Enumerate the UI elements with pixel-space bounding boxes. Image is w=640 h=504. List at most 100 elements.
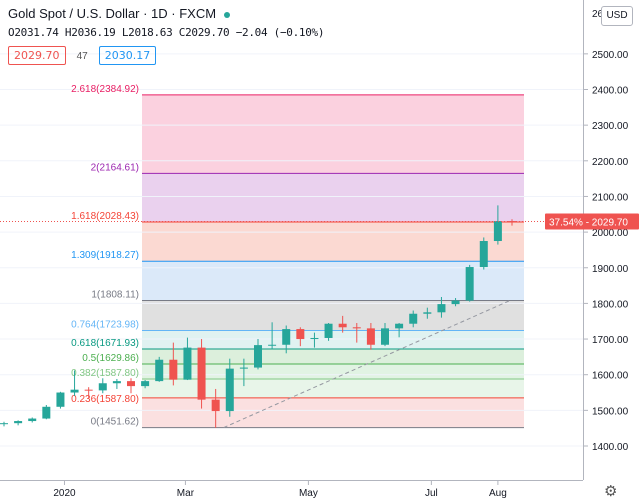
fib-band [142,397,524,428]
candle-body [465,267,474,301]
candles [0,205,516,428]
candle-body [508,221,516,223]
candle-body [409,313,418,324]
candle [395,323,404,338]
low-value: L2018.63 [121,26,173,39]
fib-band [142,349,524,365]
candle [127,378,135,394]
symbol-header[interactable]: Gold Spot / U.S. Dollar · 1D · FXCM [8,6,231,21]
candle [423,307,432,319]
candle [324,323,333,341]
ohlc-readout: O2031.74 H2036.19 L2018.63 C2029.70 −2.0… [8,26,325,39]
candle-body [211,399,220,412]
candle [28,417,37,423]
fib-band [142,94,524,174]
candle-body [42,406,51,419]
candle-body [451,300,460,305]
candle-body [98,383,107,391]
candle [338,315,347,333]
buy-button[interactable]: 2030.17 [98,46,157,65]
fib-label: 1.618(2028.43) [71,211,139,222]
trendline [223,300,511,429]
candle [155,356,164,382]
fib-label: 1(1808.11) [91,290,139,301]
candle [465,264,474,302]
candle-body [56,392,65,407]
candle-body [268,344,277,346]
price-tick-label: 1700.00 [592,335,629,346]
fib-band [142,364,524,380]
time-tick-label: Mar [177,488,195,499]
price-tick-label: 2500.00 [592,50,629,61]
fib-band [142,379,524,398]
candle [437,296,446,318]
candle [225,358,234,417]
currency-button[interactable]: USD [601,6,633,26]
candle [409,310,418,328]
candle-body [70,389,79,393]
price-tick-label: 1900.00 [592,264,629,275]
candle-body [310,337,319,340]
candle [451,298,460,307]
fib-label: 0.236(1587.80) [71,394,139,405]
price-tick-label: 1800.00 [592,299,629,310]
fib-levels: 0(1451.62) 0.236(1587.80) 0.382(1587.80) 0.… [71,84,524,429]
candle [42,405,51,420]
candle [366,323,375,350]
fib-label: 0.618(1671.93) [71,338,139,349]
trade-buttons: 2029.70 47 2030.17 [8,46,157,65]
market-status-dot [224,11,231,18]
candle-body [239,367,248,369]
candle-body [324,323,333,338]
candle [381,323,389,347]
candle [310,332,319,348]
candle [211,388,220,428]
sell-button[interactable]: 2029.70 [8,46,66,65]
candle [282,325,291,354]
time-tick-label: Aug [489,488,507,499]
last-price-tag [545,213,639,230]
candle-body [197,347,206,400]
candle-body [423,312,432,314]
candle [112,378,121,389]
spread-value: 47 [76,51,88,62]
candle-body [0,423,8,425]
fib-label: 0(1451.62) [91,417,139,428]
fib-label: 0.764(1723.98) [71,320,139,331]
candle [352,323,361,343]
time-tick-label: 2020 [53,488,76,499]
candle [197,339,206,409]
fib-label: 0.382(1587.80) [71,368,139,379]
candle-body [381,328,389,345]
candle [14,420,23,426]
fib-label: 2(2164.61) [91,162,139,173]
candle-body [282,329,291,345]
candle-body [14,421,23,424]
symbol-title: Gold Spot / U.S. Dollar · 1D · FXCM [8,6,217,21]
fib-band [142,173,524,222]
candle-body [84,389,93,391]
candle [183,337,192,381]
last-price: 37.54% - 2029.70 [0,213,639,230]
candle [0,421,8,427]
time-tick-label: May [299,488,318,499]
candle [56,391,65,409]
price-tick-label: 2400.00 [592,86,629,97]
candle [508,219,516,226]
candle-body [112,381,121,384]
fib-band [142,300,524,331]
candle-body [141,381,150,387]
candle-body [352,327,361,329]
price-tick-label: 2300.00 [592,121,629,132]
candle-body [254,345,262,368]
candle-body [366,328,375,345]
price-tick-label: 2200.00 [592,157,629,168]
price-tick-label: 2000.00 [592,228,629,239]
candle-body [338,323,347,328]
open-value: O2031.74 [8,26,59,39]
candle [296,327,305,347]
price-tick-label: 1500.00 [592,406,629,417]
fib-label: 2.618(2384.92) [71,84,139,95]
gear-icon[interactable]: ⚙ [604,483,618,500]
